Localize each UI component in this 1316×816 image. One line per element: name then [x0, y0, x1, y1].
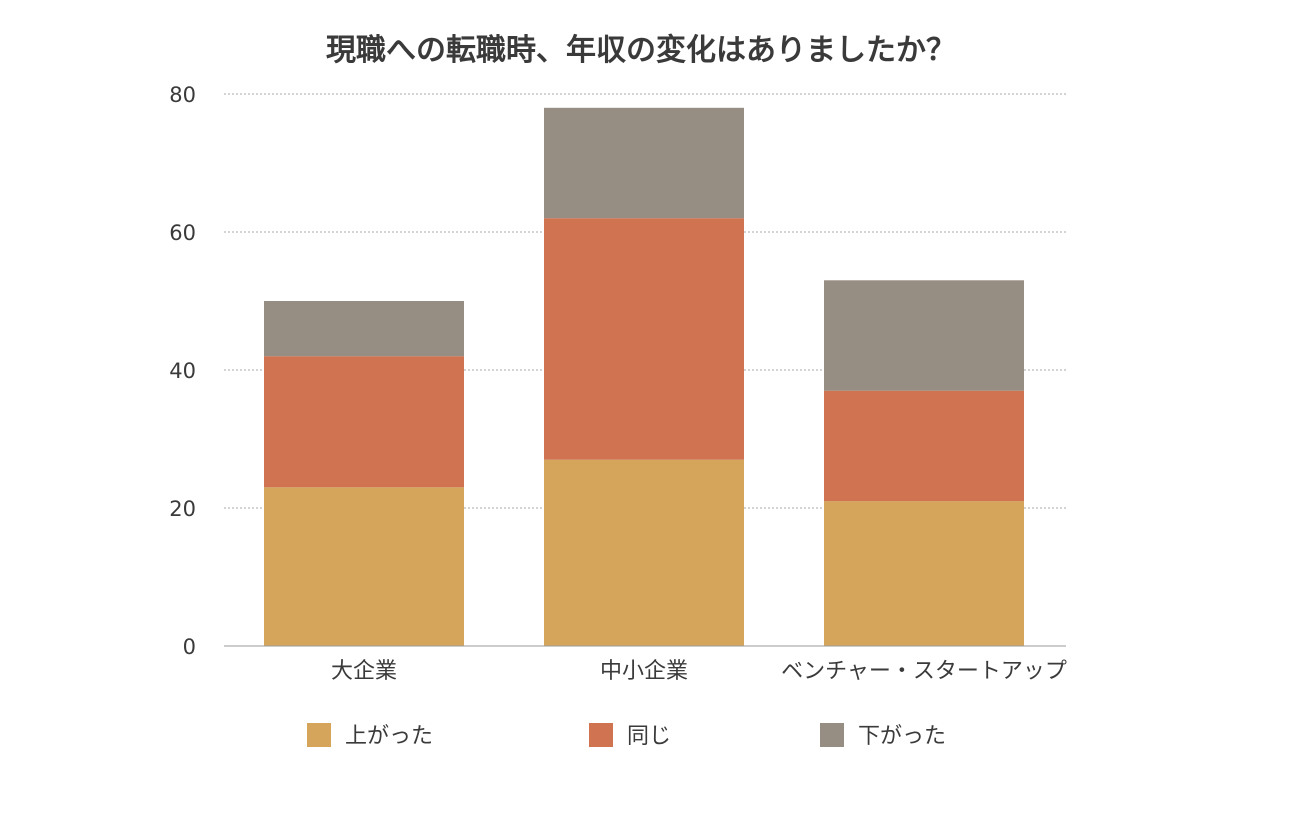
- x-category-label: ベンチャー・スタートアップ: [781, 659, 1067, 684]
- bar-segment: [824, 390, 1024, 502]
- y-tick-label: 60: [169, 221, 196, 245]
- bar-segment: [824, 280, 1024, 391]
- bar-segment: [544, 107, 744, 219]
- x-category-label: 大企業: [331, 659, 397, 684]
- legend-label: 同じ: [627, 724, 671, 749]
- bar-segment: [264, 487, 464, 646]
- bar-segment: [824, 501, 1024, 646]
- bars-layer: [264, 107, 1024, 646]
- y-tick-label: 40: [169, 359, 196, 383]
- legend-swatch: [307, 723, 331, 747]
- bar-segment: [264, 301, 464, 357]
- legend-swatch: [820, 723, 844, 747]
- y-tick-label: 20: [169, 497, 196, 521]
- x-category-label: 中小企業: [600, 659, 688, 684]
- axis-layer: 0 20 40 60 80 大企業 中小企業 ベンチャー・スタートアップ: [169, 83, 1067, 684]
- legend-swatch: [589, 723, 613, 747]
- legend: 上がった 同じ 下がった: [307, 723, 946, 749]
- bar-segment: [264, 356, 464, 488]
- legend-label: 上がった: [345, 724, 433, 749]
- chart-title: 現職への転職時、年収の変化はありましたか？: [326, 33, 956, 68]
- y-tick-label: 0: [183, 635, 196, 659]
- bar-segment: [544, 459, 744, 646]
- y-tick-label: 80: [169, 83, 196, 107]
- bar-segment: [544, 218, 744, 460]
- legend-label: 下がった: [858, 724, 946, 749]
